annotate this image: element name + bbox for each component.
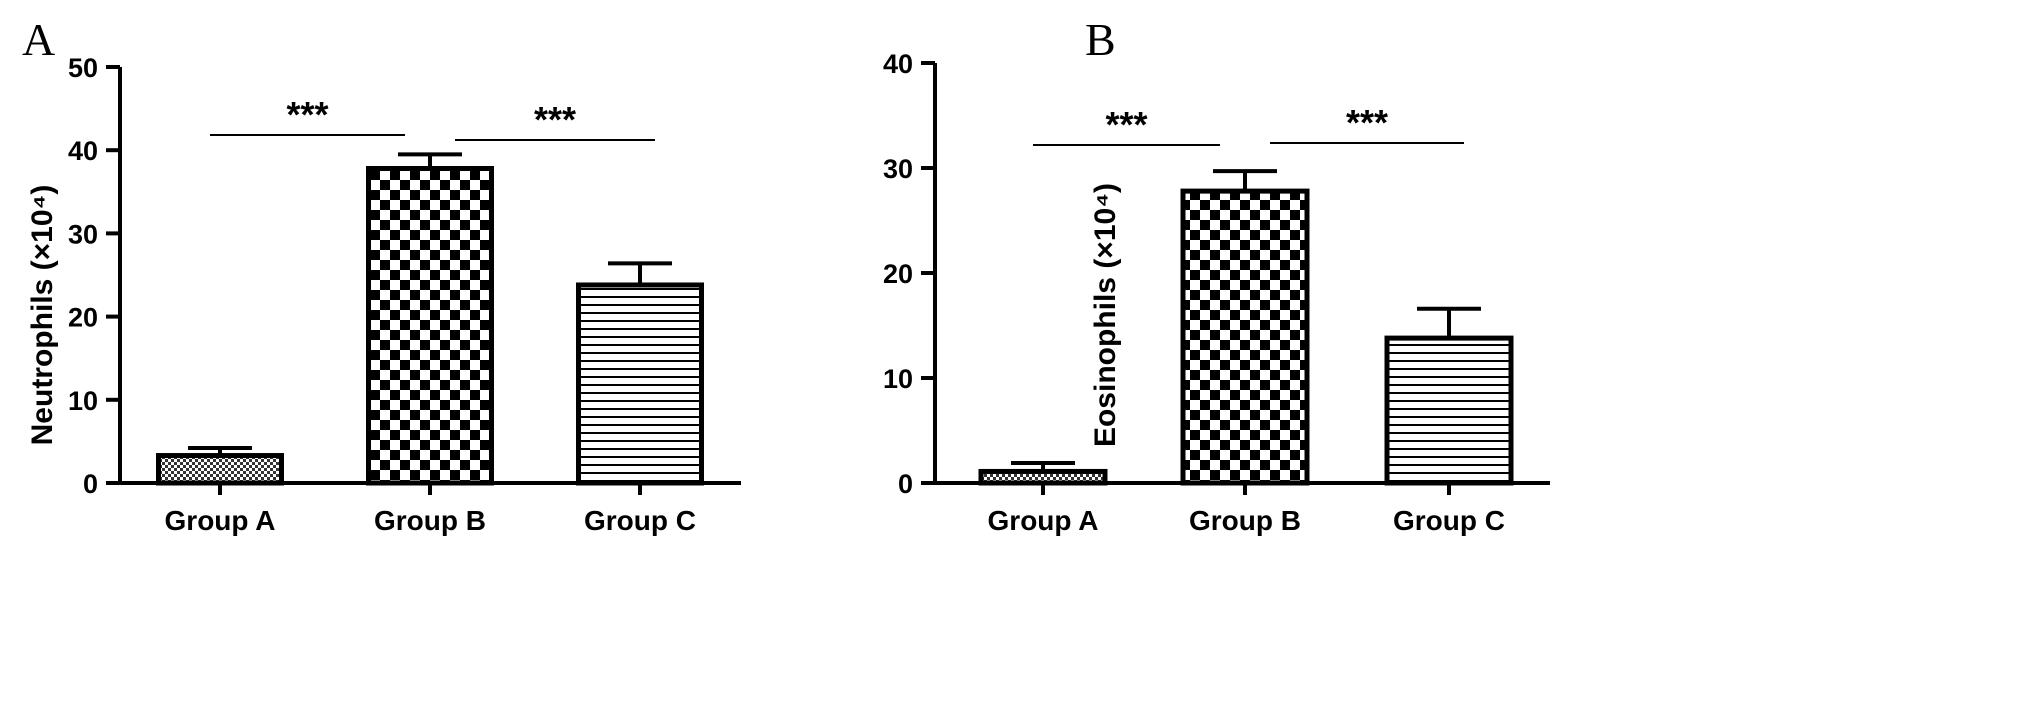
bar — [576, 282, 704, 486]
y-axis-title: Neutrophils (×10⁴) — [26, 185, 59, 446]
significance-label: *** — [1346, 102, 1388, 143]
x-tick-label: Group C — [584, 505, 696, 536]
plot-area: 0 10 20 30 40 Group A Group B Group C *** *** — [883, 49, 1550, 536]
y-tick-label: 10 — [68, 386, 98, 416]
y-tick-label: 50 — [68, 53, 98, 83]
x-tick-label: Group A — [165, 505, 276, 536]
y-axis-title: Eosinophils (×10⁴) — [1089, 183, 1122, 447]
significance-label: *** — [534, 99, 576, 140]
y-tick-label: 40 — [883, 49, 913, 79]
y-tick-label: 30 — [883, 154, 913, 184]
panel-label: A — [22, 14, 55, 65]
y-tick-label: 20 — [68, 303, 98, 333]
bar — [978, 468, 1108, 486]
bar — [1180, 188, 1310, 486]
y-tick-label: 0 — [898, 469, 913, 499]
y-tick-label: 10 — [883, 364, 913, 394]
bar — [366, 166, 494, 486]
y-tick-label: 40 — [68, 136, 98, 166]
x-tick-label: Group B — [1189, 505, 1301, 536]
bar — [1384, 335, 1514, 486]
x-tick-label: Group C — [1393, 505, 1505, 536]
plot-area: 0 10 20 30 40 50 Group A Group B Group C *** *** — [68, 53, 741, 536]
panel-b: B Eosinophils (×10⁴) 0 10 20 30 40 Group A Gro… — [883, 14, 1550, 536]
bar — [156, 453, 284, 486]
significance-label: *** — [1105, 104, 1147, 145]
y-tick-label: 30 — [68, 219, 98, 249]
significance-label: *** — [286, 94, 328, 135]
x-tick-label: Group A — [988, 505, 1099, 536]
y-tick-label: 0 — [83, 469, 98, 499]
panel-label: B — [1085, 14, 1116, 65]
y-tick-label: 20 — [883, 259, 913, 289]
x-tick-label: Group B — [374, 505, 486, 536]
panel-a: A Neutrophils (×10⁴) 0 10 20 30 40 50 Group A G… — [22, 14, 741, 536]
